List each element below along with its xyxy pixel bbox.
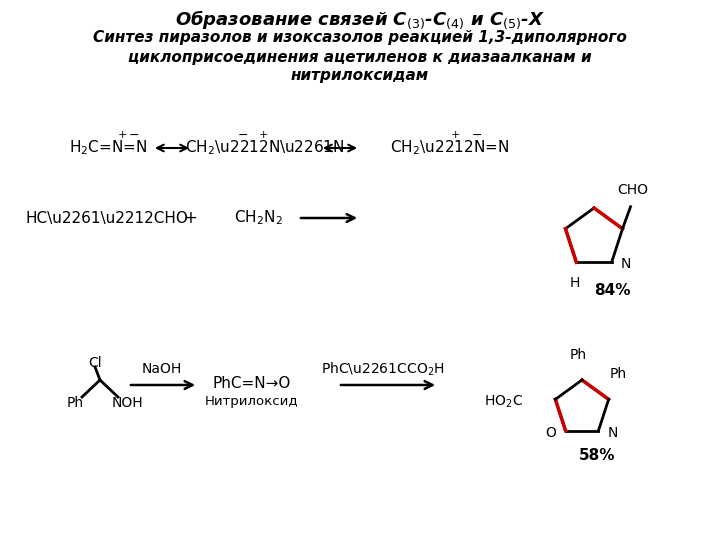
Text: +: + (183, 209, 197, 227)
Text: Синтез пиразолов и изоксазолов реакцией 1,3-диполярного: Синтез пиразолов и изоксазолов реакцией … (93, 30, 627, 45)
Text: H: H (570, 276, 580, 291)
Text: NaOH: NaOH (142, 362, 182, 376)
Text: Ph: Ph (610, 367, 627, 381)
Text: CH$_2$N$_2$: CH$_2$N$_2$ (233, 208, 282, 227)
Text: N: N (608, 426, 618, 440)
Text: CH$_2$\u2212N=N: CH$_2$\u2212N=N (390, 139, 510, 157)
Text: O: O (546, 426, 557, 440)
Text: +: + (450, 130, 459, 140)
Text: −: − (472, 129, 482, 141)
Text: Образование связей С$_{(3)}$-С$_{(4)}$ и С$_{(5)}$-Х: Образование связей С$_{(3)}$-С$_{(4)}$ и… (175, 8, 545, 31)
Text: −: − (238, 129, 248, 141)
Text: циклоприсоединения ацетиленов к диазаалканам и: циклоприсоединения ацетиленов к диазаалк… (128, 50, 592, 65)
Text: 84%: 84% (594, 283, 630, 298)
Text: CH$_2$\u2212N\u2261N: CH$_2$\u2212N\u2261N (185, 139, 345, 157)
Text: HC\u2261\u2212CHO: HC\u2261\u2212CHO (26, 211, 189, 226)
Text: NOH: NOH (111, 396, 143, 410)
Text: Ph: Ph (570, 348, 587, 362)
Text: HO$_2$C: HO$_2$C (485, 393, 523, 409)
Text: CHO: CHO (617, 183, 648, 197)
Text: +: + (117, 130, 127, 140)
Text: N: N (621, 257, 631, 271)
Text: Cl: Cl (88, 356, 102, 370)
Text: 58%: 58% (579, 448, 616, 463)
Text: Нитрилоксид: Нитрилоксид (205, 395, 299, 408)
Text: нитрилоксидам: нитрилоксидам (291, 68, 429, 83)
Text: −: − (129, 129, 139, 141)
Text: H$_2$C=N=N: H$_2$C=N=N (69, 139, 147, 157)
Text: +: + (258, 130, 268, 140)
Text: Ph: Ph (66, 396, 84, 410)
Text: PhC\u2261CCO$_2$H: PhC\u2261CCO$_2$H (321, 360, 445, 377)
Text: PhC=N→O: PhC=N→O (213, 375, 291, 390)
